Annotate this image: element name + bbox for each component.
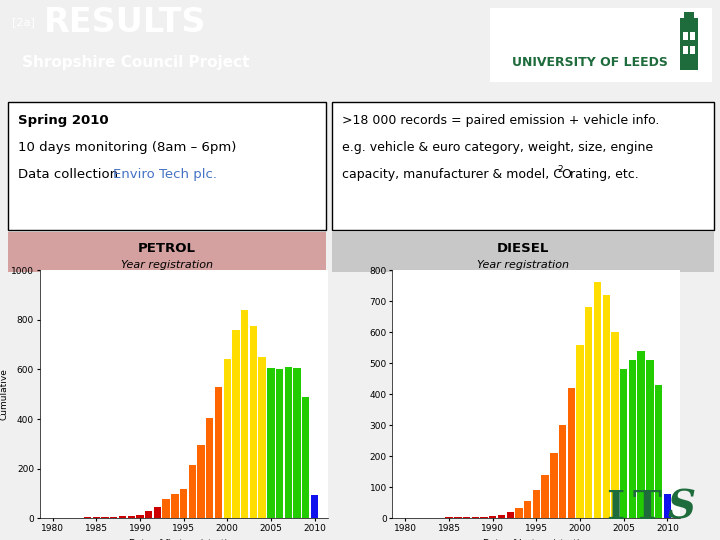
Bar	[302, 397, 310, 518]
Bar	[267, 368, 274, 518]
Text: [2a]: [2a]	[12, 17, 35, 27]
Bar	[603, 295, 610, 518]
Text: T: T	[633, 489, 662, 526]
Text: Shropshire Council Project: Shropshire Council Project	[22, 55, 250, 70]
Bar	[215, 387, 222, 518]
Bar	[136, 515, 144, 518]
Text: Year registration: Year registration	[477, 260, 569, 270]
Bar	[284, 367, 292, 518]
Bar	[472, 517, 479, 518]
Bar	[163, 498, 170, 518]
Bar	[454, 517, 462, 518]
Bar	[93, 517, 100, 518]
Bar	[153, 507, 161, 518]
Bar	[524, 501, 531, 518]
Bar	[258, 357, 266, 518]
Bar	[110, 517, 117, 518]
Bar	[683, 46, 688, 54]
Bar	[197, 445, 204, 518]
Text: 10 days monitoring (8am – 6pm): 10 days monitoring (8am – 6pm)	[18, 140, 236, 154]
Bar	[119, 516, 126, 518]
FancyBboxPatch shape	[332, 102, 714, 230]
Text: Spring 2010: Spring 2010	[18, 113, 109, 127]
Bar	[680, 18, 698, 70]
Bar	[690, 32, 695, 40]
Bar	[84, 517, 91, 518]
Text: UNIVERSITY OF LEEDS: UNIVERSITY OF LEEDS	[512, 56, 668, 69]
Bar	[683, 32, 688, 40]
X-axis label: Data of last registration: Data of last registration	[482, 538, 590, 540]
Text: Year registration: Year registration	[121, 260, 213, 270]
Bar	[276, 369, 283, 518]
Text: Data collection: Data collection	[18, 167, 122, 181]
Bar	[559, 426, 567, 518]
X-axis label: Date of first registration: Date of first registration	[129, 538, 238, 540]
Bar	[241, 310, 248, 518]
Bar	[463, 517, 470, 518]
Bar	[311, 495, 318, 518]
Text: RESULTS: RESULTS	[44, 5, 207, 38]
Bar	[533, 490, 540, 518]
Bar	[102, 517, 109, 518]
Text: I: I	[606, 489, 624, 526]
Bar	[206, 418, 214, 518]
FancyBboxPatch shape	[490, 8, 712, 82]
Bar	[629, 360, 636, 518]
Text: 2: 2	[557, 165, 562, 174]
Bar	[620, 369, 627, 518]
Bar	[550, 453, 557, 518]
Bar	[489, 516, 497, 518]
Y-axis label: Cumulative: Cumulative	[0, 368, 8, 420]
Bar	[189, 465, 196, 518]
Text: e.g. vehicle & euro category, weight, size, engine: e.g. vehicle & euro category, weight, si…	[342, 140, 653, 154]
FancyBboxPatch shape	[332, 232, 714, 272]
Text: >18 000 records = paired emission + vehicle info.: >18 000 records = paired emission + vehi…	[342, 113, 660, 127]
Text: S: S	[667, 489, 696, 526]
Bar	[145, 511, 153, 518]
Bar	[446, 517, 453, 518]
Bar	[585, 307, 593, 518]
Bar	[576, 345, 584, 518]
Text: capacity, manufacturer & model, CO: capacity, manufacturer & model, CO	[342, 167, 572, 181]
FancyBboxPatch shape	[8, 232, 326, 272]
Text: PETROL: PETROL	[138, 241, 196, 255]
Text: Enviro Tech plc.: Enviro Tech plc.	[113, 167, 217, 181]
Bar	[594, 282, 601, 518]
Bar	[171, 494, 179, 518]
Bar	[516, 508, 523, 518]
Bar	[541, 475, 549, 518]
Bar	[498, 515, 505, 518]
Bar	[611, 332, 618, 518]
Bar	[690, 46, 695, 54]
FancyBboxPatch shape	[8, 102, 326, 230]
Bar	[637, 351, 645, 518]
Bar	[223, 360, 231, 518]
Bar	[655, 385, 662, 518]
Text: rating, etc.: rating, etc.	[566, 167, 639, 181]
Bar	[567, 388, 575, 518]
Text: DIESEL: DIESEL	[497, 241, 549, 255]
Bar	[180, 489, 187, 518]
Bar	[233, 329, 240, 518]
Bar	[127, 516, 135, 518]
Bar	[293, 368, 301, 518]
Bar	[646, 360, 654, 518]
Bar	[250, 326, 257, 518]
Bar	[684, 12, 694, 20]
Bar	[664, 494, 671, 518]
Bar	[506, 512, 514, 518]
Bar	[480, 517, 487, 518]
